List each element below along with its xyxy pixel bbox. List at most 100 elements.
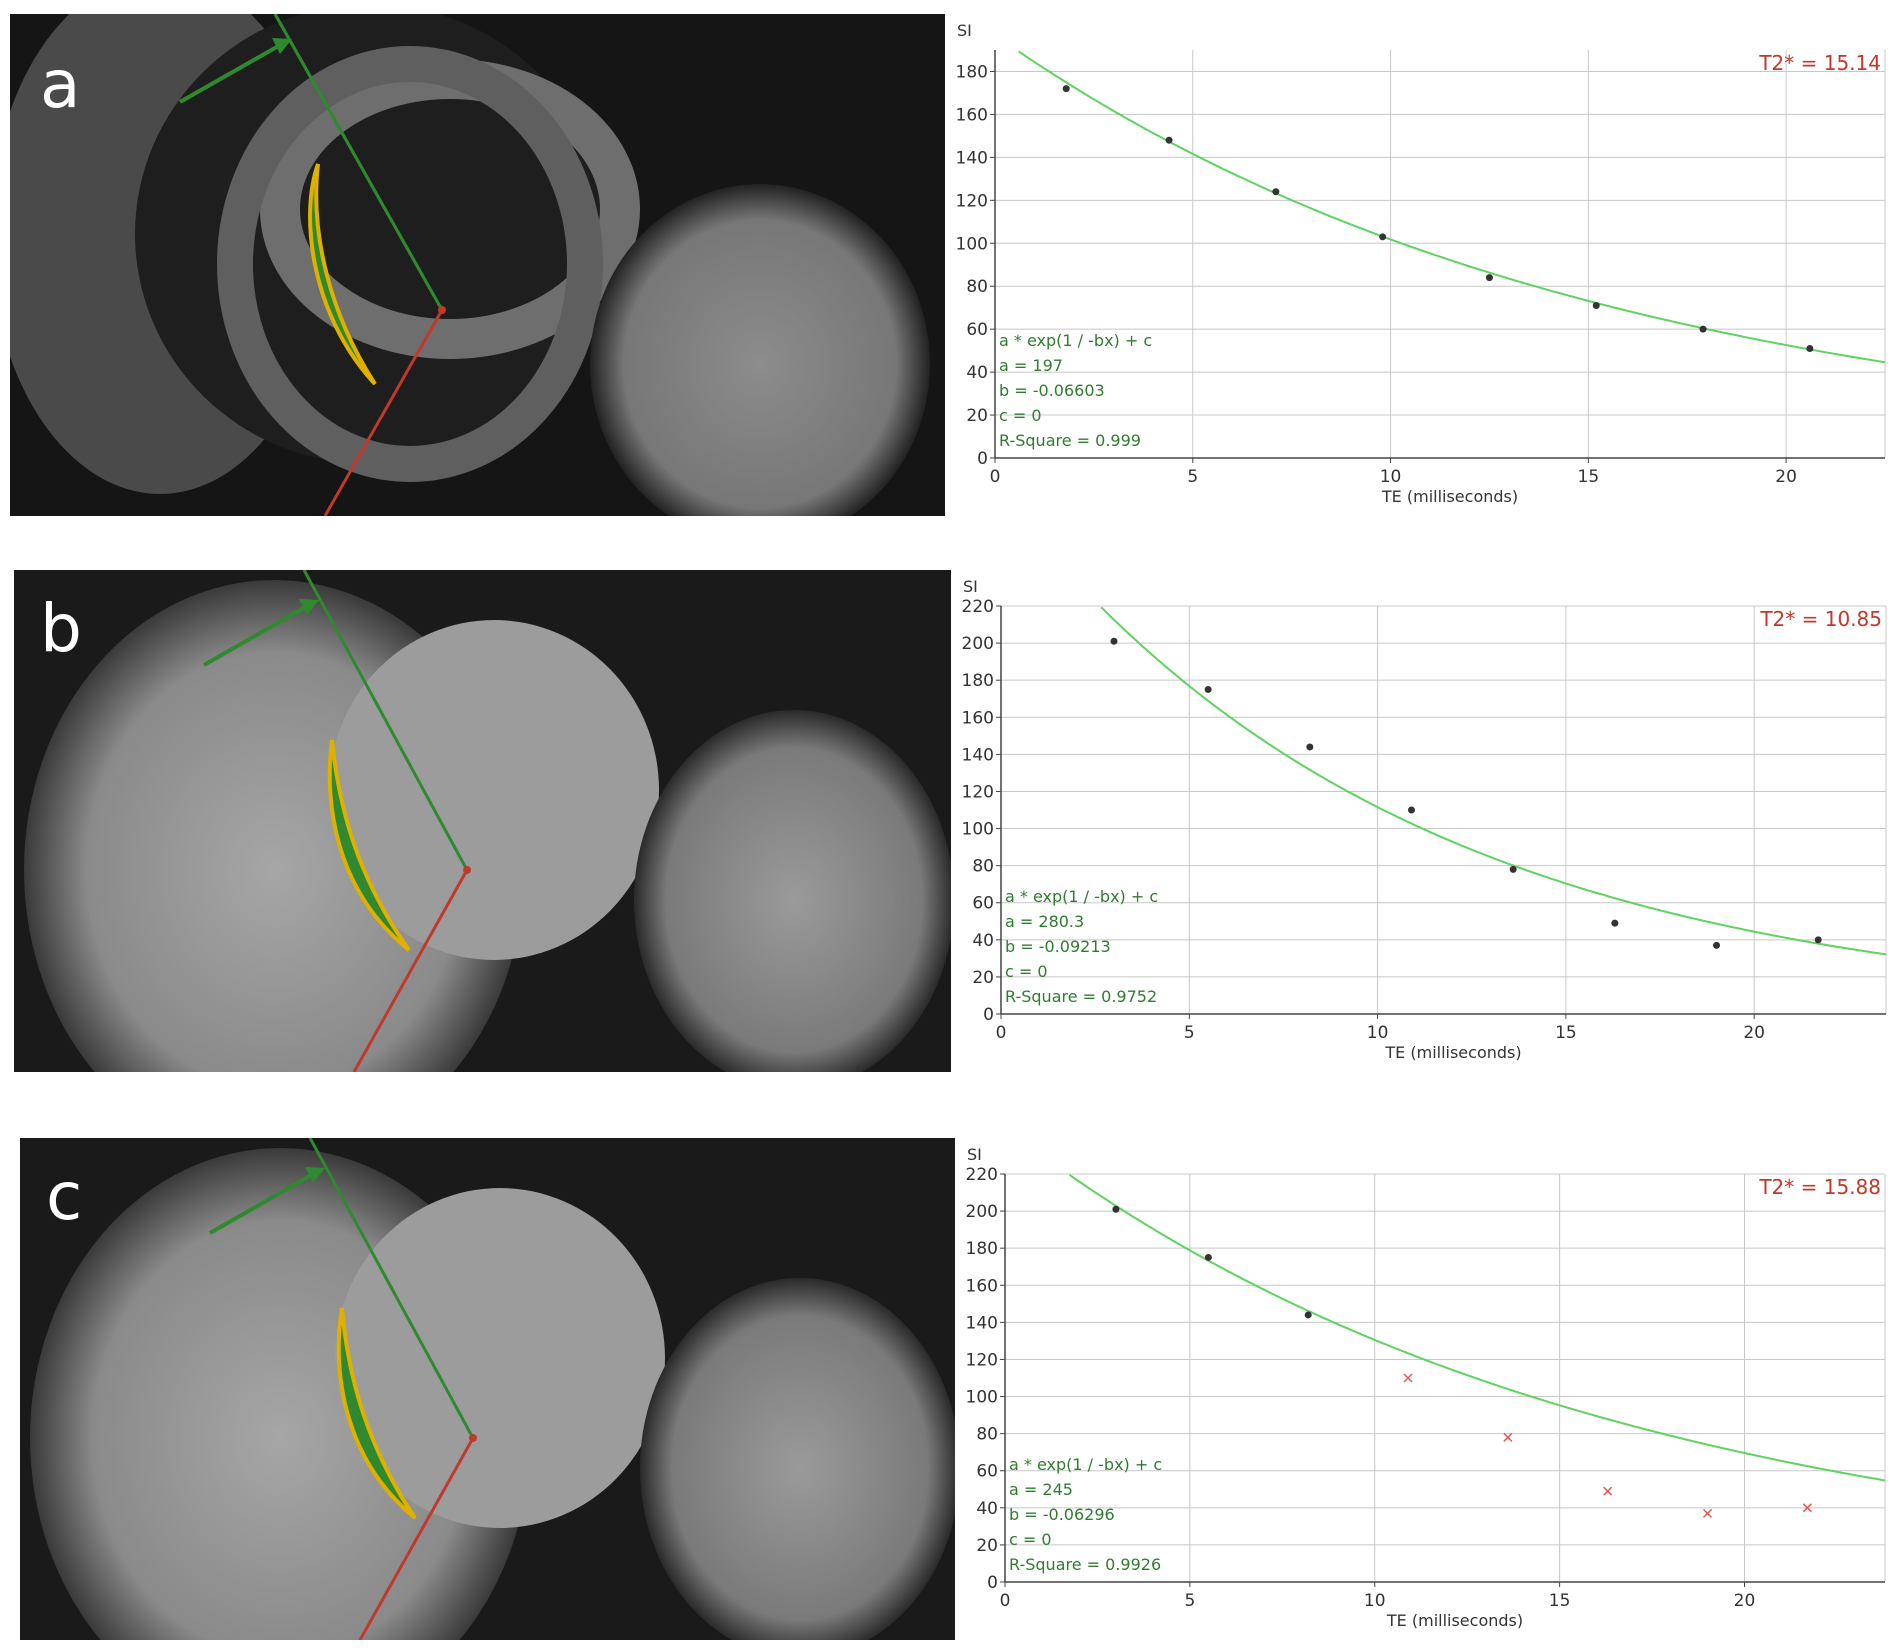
data-point — [1204, 1253, 1212, 1261]
y-tick-label: 80 — [976, 1425, 998, 1445]
y-tick-label: 0 — [983, 1005, 994, 1025]
y-tick-label: 220 — [962, 597, 994, 617]
data-point — [1407, 806, 1415, 814]
y-tick-label: 0 — [987, 1573, 998, 1593]
data-point — [1485, 274, 1493, 282]
excluded-data-point — [1503, 1432, 1513, 1442]
y-tick-label: 160 — [962, 708, 994, 728]
excluded-data-point — [1603, 1486, 1613, 1496]
data-point — [1611, 919, 1619, 927]
x-tick-label: 10 — [1364, 1591, 1386, 1611]
data-point — [1713, 941, 1721, 949]
data-point — [1814, 936, 1822, 944]
fit-param-c: c = 0 — [1005, 962, 1048, 981]
mri-image-c: c — [20, 1138, 955, 1640]
t2-decay-chart-c: 0 5 10 15 20020406080100120140160180200220SI… — [966, 1145, 1886, 1630]
y-tick-label: 100 — [962, 820, 994, 840]
t2-decay-chart-b: 0 5 10 15 20020406080100120140160180200220SI… — [962, 577, 1887, 1062]
y-tick-label: 80 — [972, 857, 994, 877]
x-tick-label: 0 — [996, 1023, 1007, 1043]
data-point — [1592, 302, 1600, 310]
y-tick-label: 20 — [972, 968, 994, 988]
fit-param-a: a = 197 — [999, 356, 1063, 375]
y-tick-label: 120 — [962, 782, 994, 802]
y-tick-label: 140 — [956, 148, 988, 168]
x-tick-label: 0 — [990, 467, 1001, 487]
y-tick-label: 20 — [976, 1536, 998, 1556]
fit-param-c: c = 0 — [999, 406, 1042, 425]
y-tick-label: 140 — [962, 745, 994, 765]
x-tick-label: 15 — [1578, 467, 1600, 487]
excluded-mark-stroke — [1403, 1373, 1413, 1383]
x-tick-label: 5 — [1184, 1023, 1195, 1043]
data-point — [1110, 637, 1118, 645]
y-tick-label: 40 — [972, 931, 994, 951]
chart-box-a: 0 5 10 15 20 0 20 40 60 80 100 120 140 160 180 SI TE (mi… — [945, 14, 1895, 516]
mri-illustration-a — [10, 14, 945, 516]
y-tick-label: 120 — [956, 191, 988, 211]
data-point — [1272, 188, 1280, 196]
fit-r-square: R-Square = 0.999 — [999, 431, 1141, 450]
fit-param-b: b = -0.06603 — [999, 381, 1105, 400]
fit-equation: a * exp(1 / -bx) + c — [1009, 1455, 1162, 1474]
y-tick-label: 180 — [962, 671, 994, 691]
fit-param-a: a = 245 — [1009, 1480, 1073, 1499]
y-tick-label: 180 — [956, 62, 988, 82]
x-tick-label: 20 — [1743, 1023, 1765, 1043]
y-tick-label: 200 — [962, 634, 994, 654]
y-tick-label: 60 — [976, 1462, 998, 1482]
y-axis-label: SI — [957, 21, 972, 40]
chart-box-c: 0 5 10 15 20 0 20 40 60 80 100 120 140 160 180 200 220 SI… — [955, 1138, 1895, 1640]
data-point — [1112, 1205, 1120, 1213]
y-tick-label: 160 — [966, 1276, 998, 1296]
x-axis-label: TE (milliseconds) — [1381, 487, 1518, 506]
y-tick-label: 180 — [966, 1239, 998, 1259]
panel-c: c 0 5 10 15 20 0 20 40 60 80 100 120 140 160 180 200 220… — [0, 1124, 1902, 1644]
fit-param-a: a = 280.3 — [1005, 912, 1084, 931]
y-axis-label: SI — [963, 577, 978, 596]
excluded-data-point — [1802, 1503, 1812, 1513]
excluded-mark-stroke — [1503, 1432, 1513, 1442]
y-tick-label: 80 — [966, 277, 988, 297]
panel-letter-a: a — [40, 46, 81, 123]
fit-r-square: R-Square = 0.9752 — [1005, 987, 1157, 1006]
x-tick-label: 15 — [1549, 1591, 1571, 1611]
data-point — [1699, 325, 1707, 333]
fit-param-b: b = -0.09213 — [1005, 937, 1111, 956]
y-tick-label: 220 — [966, 1165, 998, 1185]
fit-param-c: c = 0 — [1009, 1530, 1052, 1549]
y-tick-label: 200 — [966, 1202, 998, 1222]
mri-image-a: a — [10, 14, 945, 516]
y-tick-label: 100 — [966, 1388, 998, 1408]
data-point — [1379, 233, 1387, 241]
t2-star-value: T2* = 15.14 — [1758, 51, 1881, 75]
data-point — [1304, 1311, 1312, 1319]
excluded-mark-stroke — [1702, 1508, 1713, 1518]
x-tick-label: 20 — [1734, 1591, 1756, 1611]
y-tick-label: 0 — [977, 449, 988, 469]
excluded-mark-stroke — [1603, 1486, 1613, 1496]
fit-equation: a * exp(1 / -bx) + c — [999, 331, 1152, 350]
y-tick-label: 160 — [956, 105, 988, 125]
y-tick-label: 40 — [976, 1499, 998, 1519]
x-axis-label: TE (milliseconds) — [1384, 1043, 1521, 1062]
y-tick-label: 60 — [966, 320, 988, 340]
fit-curve — [1100, 606, 1887, 956]
excluded-data-point — [1403, 1373, 1413, 1383]
x-tick-label: 5 — [1184, 1591, 1195, 1611]
mri-illustration-c — [20, 1138, 955, 1640]
data-point — [1306, 743, 1314, 751]
x-axis-label: TE (milliseconds) — [1386, 1611, 1523, 1630]
data-point — [1806, 344, 1814, 352]
x-tick-label: 10 — [1380, 467, 1402, 487]
data-point — [1062, 85, 1070, 93]
fit-param-b: b = -0.06296 — [1009, 1505, 1115, 1524]
t2-star-value: T2* = 15.88 — [1758, 1175, 1881, 1199]
y-tick-label: 140 — [966, 1313, 998, 1333]
x-tick-label: 5 — [1187, 467, 1198, 487]
panel-letter-b: b — [40, 590, 82, 667]
data-point — [1165, 136, 1173, 144]
y-tick-label: 100 — [956, 234, 988, 254]
y-tick-label: 20 — [966, 406, 988, 426]
y-tick-label: 120 — [966, 1350, 998, 1370]
